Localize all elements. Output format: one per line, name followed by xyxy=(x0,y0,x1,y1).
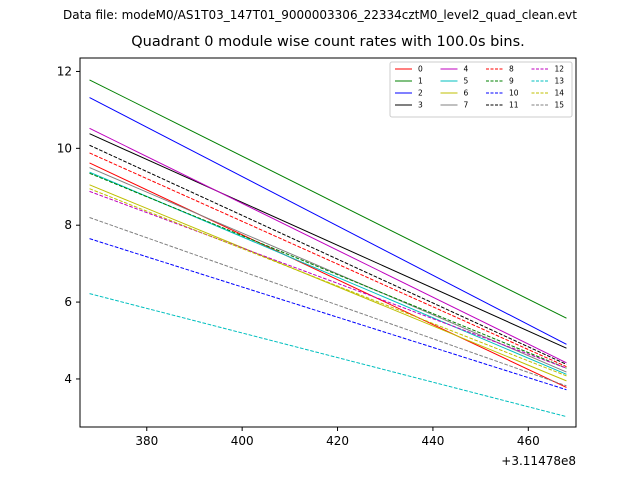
legend-label-11: 11 xyxy=(509,101,519,110)
legend-label-14: 14 xyxy=(555,89,565,98)
series-line-15 xyxy=(89,217,567,387)
x-tick-label: 440 xyxy=(421,434,444,448)
series-layer xyxy=(89,79,567,418)
legend-label-8: 8 xyxy=(509,65,514,74)
legend-label-15: 15 xyxy=(555,101,565,110)
legend-label-13: 13 xyxy=(555,77,565,86)
x-axis: 380 400 420 440 460 xyxy=(135,427,540,448)
y-tick-label: 8 xyxy=(64,218,72,232)
series-line-8 xyxy=(89,152,567,368)
y-tick-label: 12 xyxy=(57,64,72,78)
series-line-6 xyxy=(89,184,567,382)
legend-label-5: 5 xyxy=(464,77,469,86)
y-axis: 4 6 8 10 12 xyxy=(57,64,80,386)
series-line-11 xyxy=(89,144,567,365)
series-line-9 xyxy=(89,172,567,369)
x-tick-label: 380 xyxy=(135,434,158,448)
series-line-14 xyxy=(89,188,567,377)
legend-label-10: 10 xyxy=(509,89,519,98)
x-tick-label: 400 xyxy=(231,434,254,448)
x-axis-offset-label: +3.11478e8 xyxy=(501,454,576,468)
legend-label-9: 9 xyxy=(509,77,514,86)
series-line-1 xyxy=(89,79,567,319)
legend-box xyxy=(389,61,573,118)
y-tick-label: 4 xyxy=(64,372,72,386)
legend-label-4: 4 xyxy=(464,65,469,74)
legend-label-7: 7 xyxy=(464,101,469,110)
series-line-3 xyxy=(89,133,567,349)
y-tick-label: 10 xyxy=(57,141,72,155)
series-line-0 xyxy=(89,162,567,388)
plot-frame xyxy=(79,57,577,428)
legend-label-6: 6 xyxy=(464,89,469,98)
series-line-13 xyxy=(89,293,567,418)
legend-label-2: 2 xyxy=(418,89,423,98)
legend-label-12: 12 xyxy=(555,65,565,74)
figure-suptitle: Data file: modeM0/AS1T03_147T01_90000033… xyxy=(63,8,577,22)
x-tick-label: 460 xyxy=(517,434,540,448)
y-tick-label: 6 xyxy=(64,295,72,309)
series-line-2 xyxy=(89,97,567,345)
legend-label-1: 1 xyxy=(418,77,423,86)
x-tick-label: 420 xyxy=(326,434,349,448)
legend-label-3: 3 xyxy=(418,101,423,110)
legend-label-0: 0 xyxy=(418,65,423,74)
series-line-7 xyxy=(89,167,567,373)
series-line-12 xyxy=(89,190,567,369)
series-line-4 xyxy=(89,127,567,364)
chart-title: Quadrant 0 module wise count rates with … xyxy=(131,34,525,50)
series-line-10 xyxy=(89,238,567,391)
